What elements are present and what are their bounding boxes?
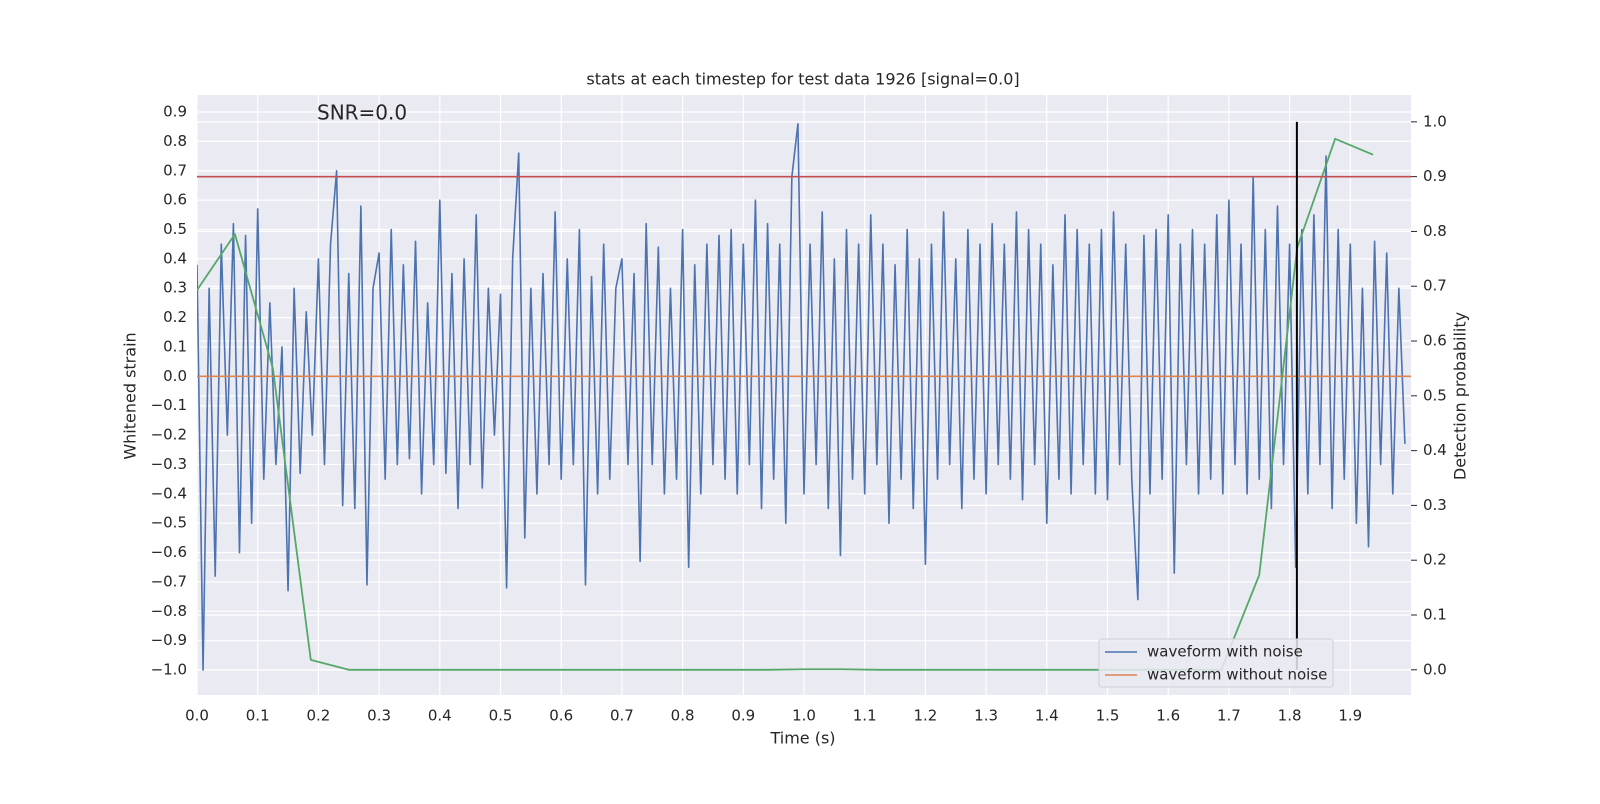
y2-tick-label: 0.5: [1423, 386, 1447, 404]
x-tick-label: 1.1: [853, 707, 877, 725]
y-tick-label: 0.3: [163, 279, 187, 297]
x-tick-label: 0.1: [246, 707, 270, 725]
x-tick-label: 0.4: [428, 707, 452, 725]
y-tick-label: −0.1: [151, 396, 187, 414]
grid: [196, 95, 1411, 695]
y-tick-label: −1.0: [151, 661, 187, 679]
y-tick-label: −0.8: [151, 602, 187, 620]
y2-tick-label: 0.1: [1423, 606, 1447, 624]
x-tick-label: 1.2: [913, 707, 937, 725]
y-tick-label: −0.5: [151, 514, 187, 532]
y-tick-label: 0.0: [163, 367, 187, 385]
x-tick-label: 0.0: [185, 707, 209, 725]
y-tick-label: 0.8: [163, 132, 187, 150]
y2-tick-label: 0.3: [1423, 496, 1447, 514]
y-tick-label: 0.4: [163, 249, 187, 267]
y-tick-label: 0.2: [163, 308, 187, 326]
x-tick-label: 0.6: [549, 707, 573, 725]
y-tick-label: −0.7: [151, 572, 187, 590]
y-tick-label: −0.6: [151, 543, 187, 561]
x-tick-label: 1.4: [1035, 707, 1059, 725]
y-tick-label: 0.1: [163, 337, 187, 355]
x-tick-label: 0.9: [731, 707, 755, 725]
y-tick-label: −0.9: [151, 631, 187, 649]
y2-tick-label: 0.0: [1423, 660, 1447, 678]
y2-tick-label: 0.2: [1423, 551, 1447, 569]
x-tick-label: 1.0: [792, 707, 816, 725]
chart-title: stats at each timestep for test data 192…: [586, 70, 1019, 89]
annotation: SNR=0.0: [317, 101, 407, 125]
legend-label: waveform with noise: [1147, 643, 1303, 661]
x-axis-label: Time (s): [769, 729, 835, 748]
x-tick-label: 0.2: [306, 707, 330, 725]
y-tick-label: 0.6: [163, 191, 187, 209]
y2-axis-label: Detection probability: [1451, 312, 1470, 480]
y-axis-label: Whitened strain: [121, 332, 140, 459]
x-tick-label: 0.7: [610, 707, 634, 725]
y2-tick-label: 0.9: [1423, 167, 1447, 185]
legend-label: waveform without noise: [1147, 666, 1327, 684]
y-tick-label: 0.5: [163, 220, 187, 238]
x-tick-label: 1.8: [1278, 707, 1302, 725]
series-line: [197, 122, 1406, 671]
legend-box: [1098, 638, 1334, 688]
y2-tick-label: 1.0: [1423, 112, 1447, 130]
y-tick-label: 0.7: [163, 161, 187, 179]
y2-tick-label: 0.7: [1423, 277, 1447, 295]
y2-tick-label: 0.6: [1423, 332, 1447, 350]
x-tick-label: 1.9: [1338, 707, 1362, 725]
x-tick-label: 0.3: [367, 707, 391, 725]
y-tick-label: 0.9: [163, 103, 187, 121]
x-tick-label: 1.6: [1156, 707, 1180, 725]
y2-tick-label: 0.8: [1423, 222, 1447, 240]
y-tick-label: −0.2: [151, 426, 187, 444]
x-tick-label: 0.8: [671, 707, 695, 725]
y-tick-label: −0.4: [151, 484, 187, 502]
x-tick-label: 1.7: [1217, 707, 1241, 725]
x-tick-label: 1.3: [974, 707, 998, 725]
y2-tick-label: 0.4: [1423, 441, 1447, 459]
y-tick-label: −0.3: [151, 455, 187, 473]
x-tick-label: 0.5: [489, 707, 513, 725]
legend: waveform with noise waveform without nois…: [1098, 638, 1334, 688]
x-tick-label: 1.5: [1096, 707, 1120, 725]
labels: 0.0 0.1 0.2 0.3 0.4 0.5 0.6 0.7 0.8 0.9 1.0 1.1 1.2 1…: [151, 103, 1447, 725]
